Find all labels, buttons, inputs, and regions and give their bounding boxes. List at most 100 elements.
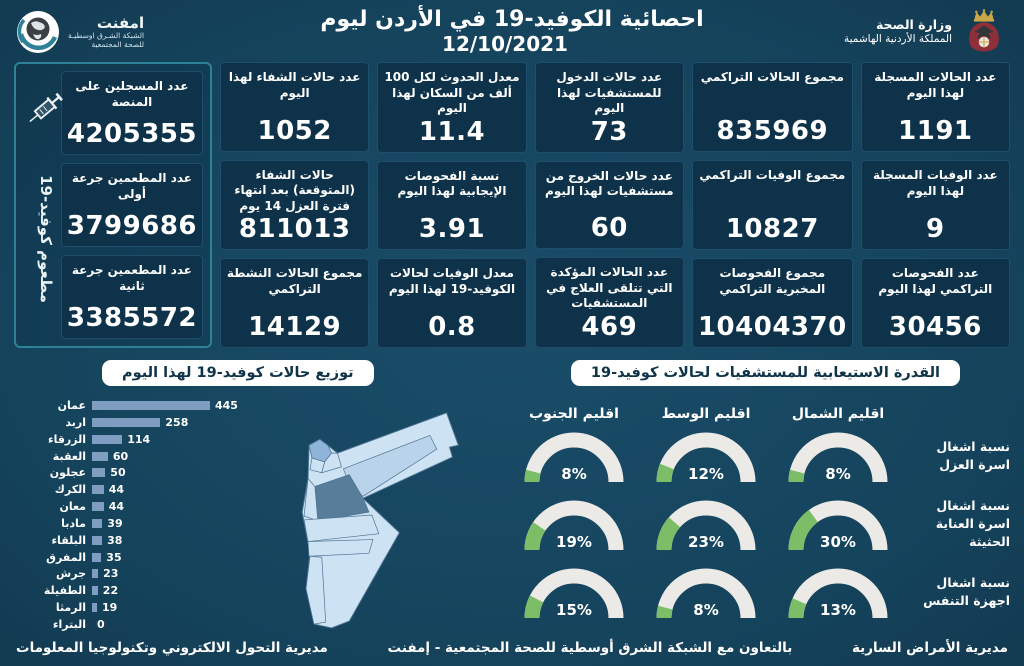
stat-card: عدد حالات الشفاء لهذا اليوم 1052 <box>220 62 370 152</box>
bar-category-label: الطفيلة <box>43 584 86 598</box>
hospital-capacity-banner: القدرة الاستيعابية للمستشفيات لحالات كوف… <box>570 360 960 386</box>
stats-column-3: عدد حالات الدخول للمستشفيات لهذا اليوم 73… <box>534 62 684 348</box>
stat-value: 73 <box>590 116 628 147</box>
bar <box>92 434 123 444</box>
cases-bar-chart: عمان 445 اربد 258 الزرقاء 114 العقبة 60 عجلون 50 ا… <box>18 396 252 632</box>
bar-category-label: مادبا <box>61 516 86 530</box>
stat-value: 11.4 <box>418 116 486 147</box>
moh-name: وزارة الصحة <box>875 17 952 33</box>
syringe-icon <box>29 92 64 123</box>
vaccine-vertical-label: مطعوم كوفيد-19 <box>37 175 55 303</box>
stat-label: عدد المطعمين جرعة ثانية <box>71 263 192 293</box>
stat-label: مجموع الفحوصات المخبرية التراكمي <box>719 266 826 296</box>
stat-value: 10827 <box>725 214 819 244</box>
stat-card: عدد الحالات المؤكدة التي تتلقى العلاج في… <box>534 257 684 348</box>
emphnet-name: امفنت <box>96 13 145 32</box>
stat-value: 3.91 <box>418 214 486 245</box>
svg-text:8%: 8% <box>825 465 850 483</box>
bar-row: الطفيلة 22 <box>18 583 252 598</box>
bar <box>92 603 97 613</box>
bar-row: معان 44 <box>18 499 252 514</box>
gauge-cell: 30% <box>775 491 901 557</box>
bar-category-label: الكرك <box>54 483 86 497</box>
bar <box>92 535 103 545</box>
bar-value-label: 19 <box>102 601 118 615</box>
bar-category-label: البلقاء <box>51 533 86 547</box>
stat-label: عدد الفحوصات التراكمي لهذا اليوم <box>878 266 993 296</box>
bar-category-label: الرمثا <box>55 601 86 615</box>
stat-value: 1191 <box>898 116 973 146</box>
charts-section: عمان 445 اربد 258 الزرقاء 114 العقبة 60 عجلون 50 ا… <box>0 390 1024 632</box>
stat-value: 469 <box>581 312 638 342</box>
stat-card: مجموع الحالات التراكمي 835969 <box>691 62 853 152</box>
bar-row: عجلون 50 <box>18 465 252 480</box>
bar <box>92 502 104 512</box>
stat-value: 4205355 <box>66 119 197 149</box>
gauge-chart: 12% <box>656 432 756 483</box>
stat-label: نسبة الفحوصات الإيجابية لهذا اليوم <box>397 168 507 199</box>
gauge-chart: 8% <box>788 432 888 483</box>
capacity-gauges: اقليم الشمال اقليم الوسط اقليم الجنوب نسبة … <box>480 396 1014 632</box>
bar <box>92 485 104 495</box>
gauge-cell: 8% <box>775 423 901 489</box>
stat-value: 30456 <box>888 312 982 342</box>
stat-label: مجموع الوفيات التراكمي <box>699 168 846 182</box>
svg-text:23%: 23% <box>688 533 724 551</box>
bar-value-label: 445 <box>215 399 238 412</box>
gauge-cell: 23% <box>643 491 769 557</box>
region-header-1: اقليم الشمال <box>791 406 885 422</box>
bar <box>92 518 103 528</box>
bar-row: مادبا 39 <box>18 516 252 531</box>
bar-category-label: العقبة <box>52 449 86 463</box>
svg-text:30%: 30% <box>820 533 856 551</box>
stat-card: عدد الوفيات المسجلة لهذا اليوم 9 <box>860 160 1010 250</box>
bar-row: الرمثا 19 <box>18 600 252 615</box>
vaccine-stat-card: عدد المطعمين جرعة ثانية 3385572 <box>60 255 203 339</box>
bar-category-label: اربد <box>65 415 86 429</box>
bar-value-label: 0 <box>97 617 105 631</box>
stat-card: معدل الوفيات لحالات الكوفيد-19 لهذا اليو… <box>377 258 527 348</box>
stat-label: عدد الحالات المسجلة لهذا اليوم <box>874 70 997 100</box>
bar-value-label: 44 <box>108 483 124 497</box>
bar-value-label: 44 <box>108 500 124 514</box>
bar <box>92 586 98 596</box>
stat-card: مجموع الوفيات التراكمي 10827 <box>691 160 853 250</box>
stats-section: عدد الحالات المسجلة لهذا اليوم 1191 عدد ال… <box>0 56 1024 348</box>
bar-value-label: 50 <box>110 466 126 480</box>
gauge-cell: 8% <box>511 423 637 489</box>
stat-label: مجموع الحالات النشطة التراكمي <box>226 266 363 296</box>
bar-row: العقبة 60 <box>18 449 252 464</box>
gauge-chart: 30% <box>788 500 888 551</box>
region-header-2: اقليم الوسط <box>661 406 751 422</box>
stats-column-2: مجموع الحالات التراكمي 835969 مجموع الوفيا… <box>691 62 853 348</box>
stat-value: 60 <box>590 213 628 244</box>
stat-card: نسبة الفحوصات الإيجابية لهذا اليوم 3.91 <box>377 160 527 251</box>
stat-value: 0.8 <box>428 312 476 342</box>
stat-value: 1052 <box>257 115 332 146</box>
bar <box>92 569 99 579</box>
stat-value: 3385572 <box>66 303 197 333</box>
vaccine-panel: عدد المسجلين على المنصة 4205355 عدد المطعم… <box>14 62 212 348</box>
stat-value: 3799686 <box>66 211 197 241</box>
stat-value: 835969 <box>716 116 829 146</box>
header: امفنت الشبكة الشـرق اوسطيـة للصحة المجتم… <box>0 0 1024 56</box>
bar-value-label: 35 <box>106 550 122 564</box>
stat-card: مجموع الحالات النشطة التراكمي 14129 <box>220 258 370 348</box>
gauge-chart: 23% <box>656 500 756 551</box>
svg-text:15%: 15% <box>556 601 592 619</box>
stat-card: معدل الحدوث لكل 100 ألف من السكان لهذا ا… <box>377 62 527 153</box>
gauge-cell: 19% <box>511 491 637 557</box>
bar-value-label: 60 <box>112 449 129 463</box>
stat-label: عدد الوفيات المسجلة لهذا اليوم <box>872 168 998 198</box>
bar <box>92 451 108 461</box>
stat-value: 811013 <box>238 214 351 245</box>
title-text: احصائية الكوفيد-19 في الأردن ليوم <box>320 7 704 32</box>
stat-label: معدل الوفيات لحالات الكوفيد-19 لهذا اليو… <box>388 266 516 296</box>
moh-logo: وزارة الصحة المملكة الأردنية الهاشمية <box>760 9 1008 55</box>
stat-label: عدد حالات الدخول للمستشفيات لهذا اليوم <box>556 70 663 116</box>
bar-category-label: معان <box>59 500 86 514</box>
stat-value: 9 <box>926 214 945 244</box>
bar-value-label: 22 <box>102 584 119 598</box>
stat-label: عدد المسجلين على المنصة <box>75 79 189 109</box>
